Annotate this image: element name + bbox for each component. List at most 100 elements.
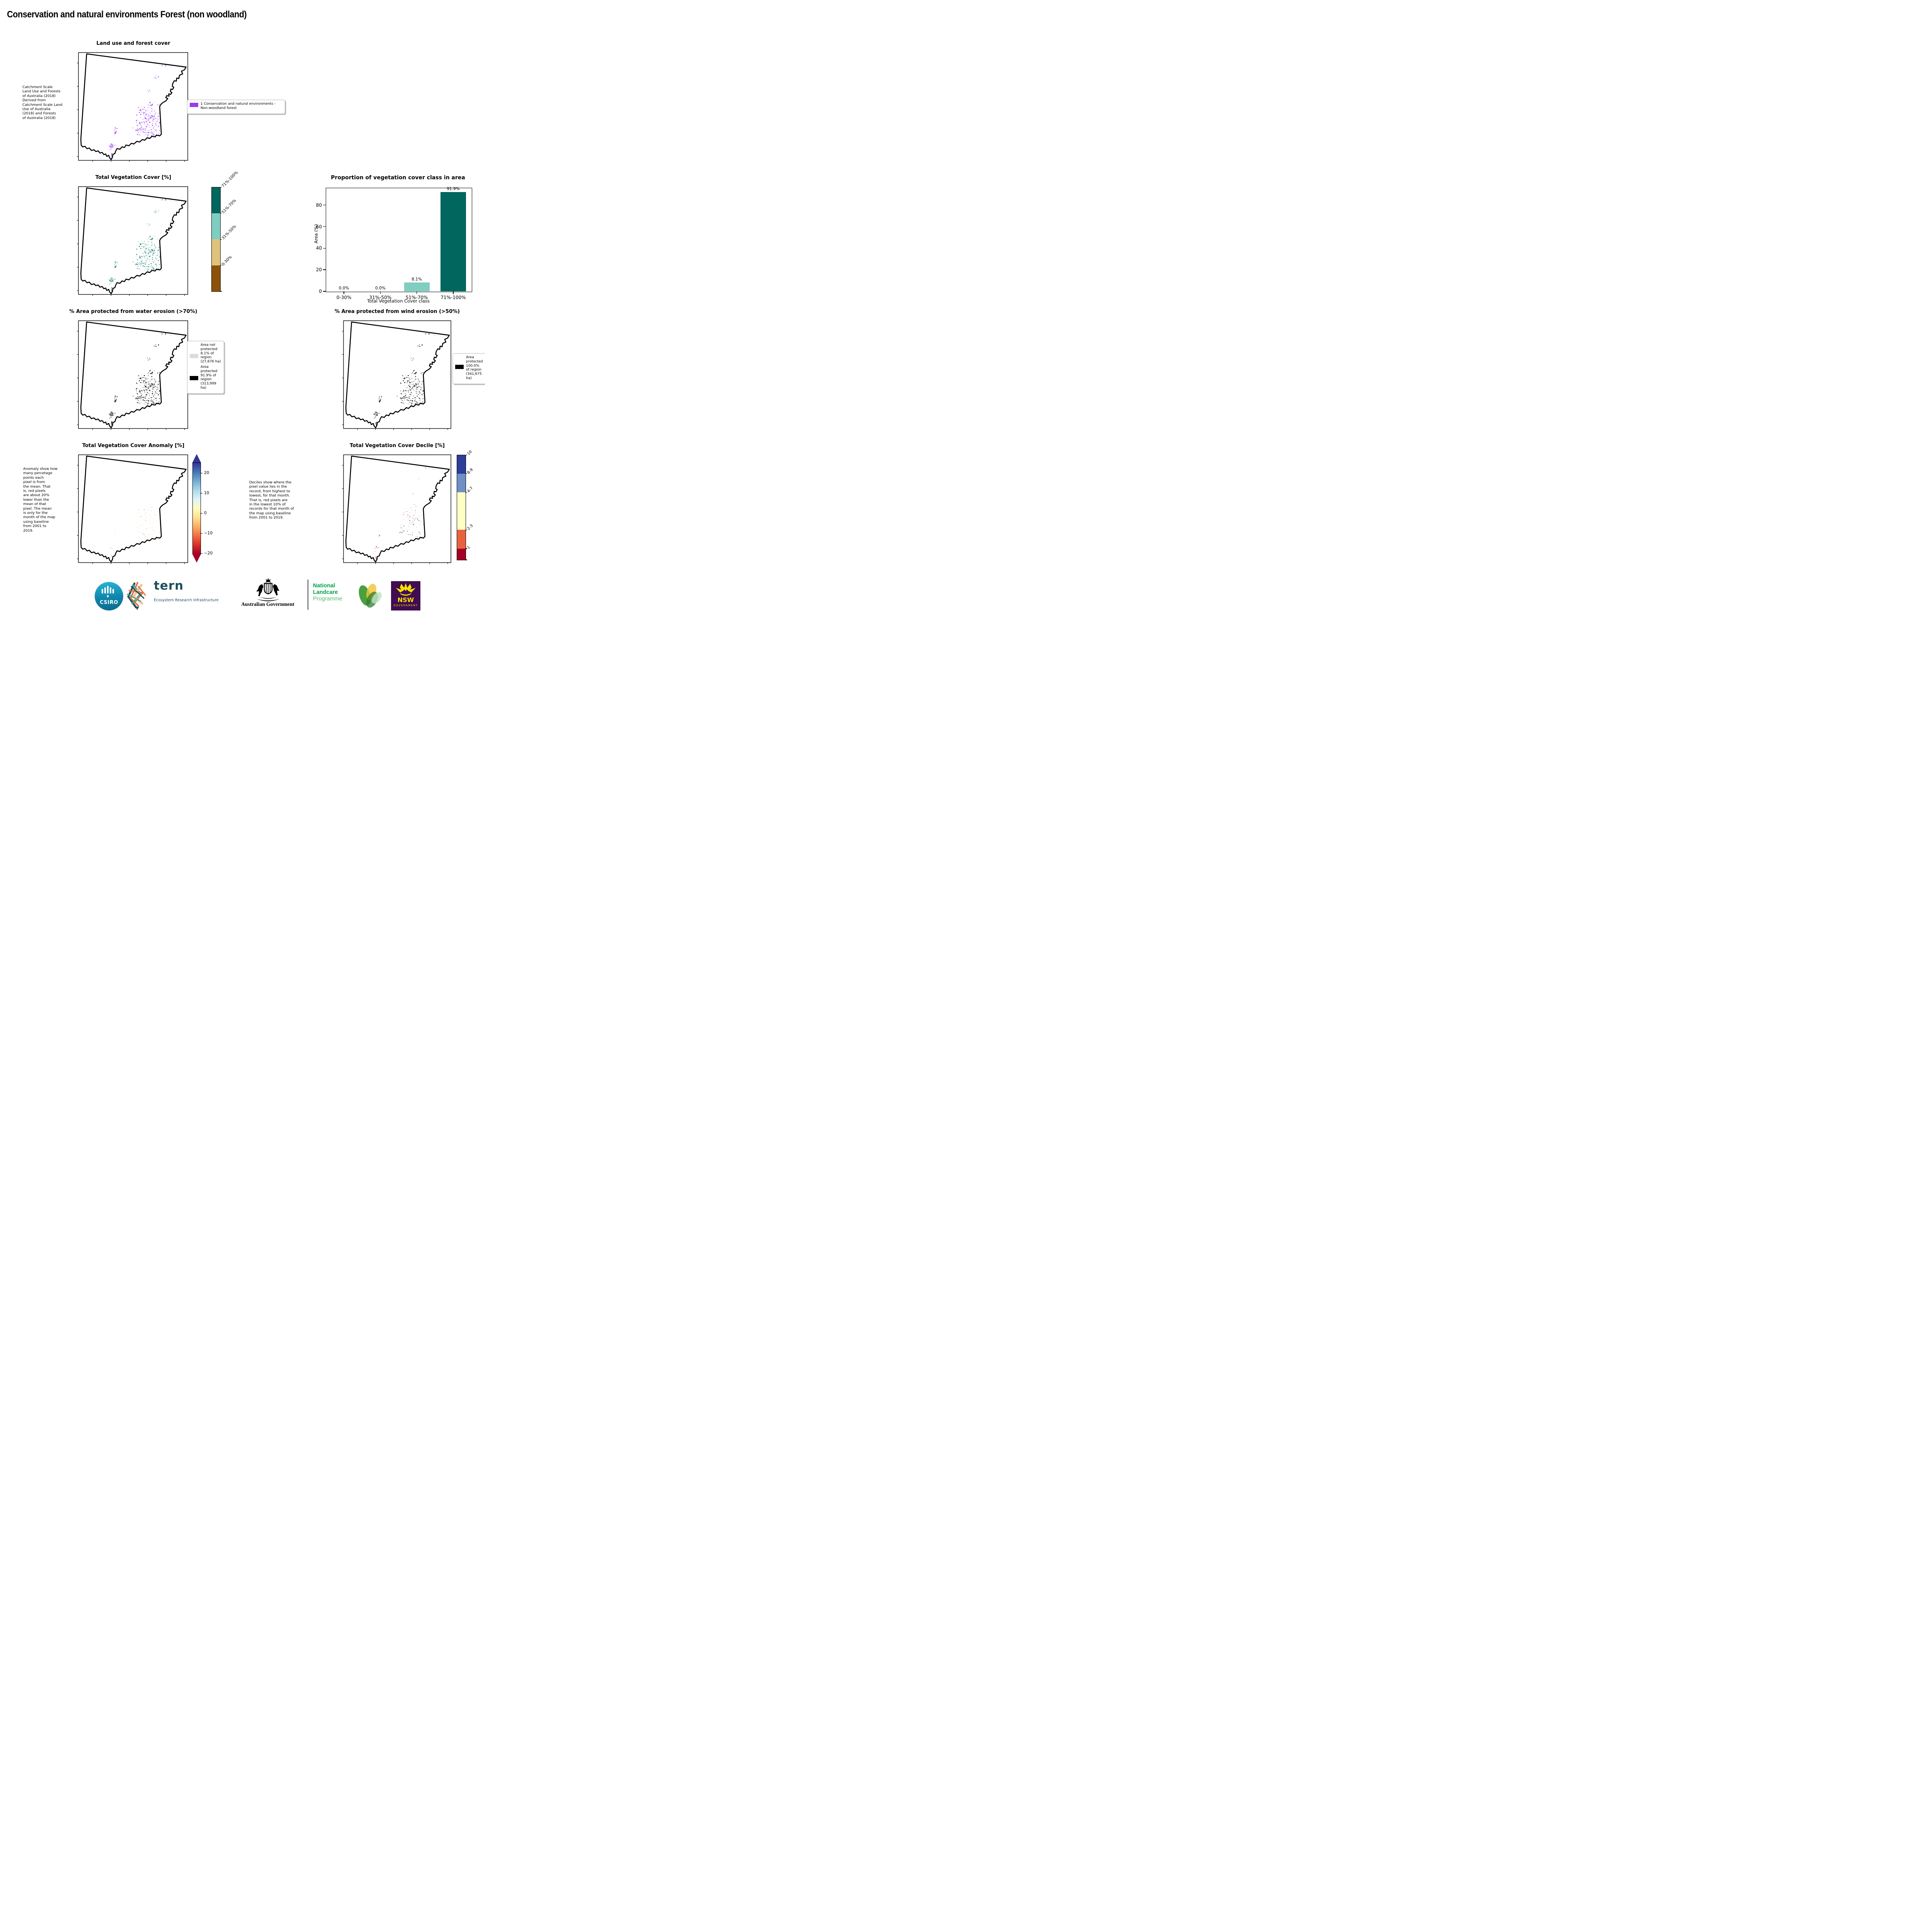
bar-51%-70% (404, 282, 430, 291)
bar-chart-xlabel: Total Vegetation Cover class (367, 298, 430, 304)
decile-colorbar-label: 1 (466, 545, 471, 550)
landcare-label-line1: National (313, 583, 335, 589)
water-legend-label-protected: Area protected 91.9% of region (313,999 … (201, 365, 218, 390)
wind-erosion-map (342, 320, 451, 430)
decile-colorbar-segment (457, 530, 466, 549)
veg-colorbar-label: 51%-70% (221, 198, 237, 214)
report-page: Conservation and natural environments Fo… (0, 0, 485, 611)
wind-erosion-legend: Area protected 100.0% of region (341,675… (452, 353, 485, 384)
map-decile-svg (342, 454, 451, 564)
anomaly-colorbar-down-arrow (192, 554, 201, 563)
anomaly-tick-label: 10 (204, 490, 209, 495)
vegetation-cover-map (77, 186, 188, 296)
map-water-svg (77, 320, 188, 430)
anomaly-tick-label: −20 (204, 551, 213, 556)
tern-subtitle: Ecosystem Research Infrastructure (154, 598, 219, 602)
anomaly-tick (200, 553, 202, 554)
veg-colorbar-label: 0-30% (221, 255, 233, 267)
decile-colorbar-label: 4-7 (466, 486, 474, 494)
x-tick (380, 291, 381, 294)
map-veg-svg (77, 186, 188, 296)
nsw-label: NSW (397, 596, 414, 604)
nsw-government-logo: NSW GOVERNMENT (391, 581, 420, 611)
bar-chart-plot-area (326, 188, 472, 292)
water-legend-swatch-not-protected (190, 354, 198, 358)
land-use-map (77, 52, 188, 162)
x-category-label: 31%-50% (369, 295, 392, 300)
veg-colorbar-segment (211, 239, 221, 265)
y-tick-label: 40 (316, 245, 322, 251)
anomaly-tick-label: 0 (204, 510, 207, 515)
bar-value-label: 91.9% (447, 187, 460, 192)
landcare-label-line2: Landcare (313, 589, 338, 596)
landcare-label-line3: Programme (313, 596, 342, 602)
anomaly-tick (200, 533, 202, 534)
decile-colorbar-label: 10 (466, 449, 473, 456)
x-category-label: 71%-100% (440, 295, 466, 300)
water-erosion-legend: Area not protected 8.1% of region (27,67… (187, 341, 224, 394)
anomaly-side-note: Anomaly show how many percetage points e… (23, 467, 58, 533)
wind-legend-swatch-protected (455, 365, 464, 369)
decile-colorbar-segment (457, 548, 466, 560)
bar-chart-title: Proportion of vegetation cover class in … (331, 175, 465, 181)
decile-colorbar-label: 8-9 (466, 467, 474, 475)
anomaly-tick (200, 513, 202, 514)
anomaly-map-title: Total Vegetation Cover Anomaly [%] (82, 443, 185, 449)
veg-colorbar-segment (211, 213, 221, 239)
csiro-soundwave-icon (102, 586, 114, 597)
y-tick-label: 60 (316, 224, 322, 230)
landuse-legend-label: 1 Conservation and natural environments … (201, 102, 276, 110)
y-tick (323, 269, 326, 270)
nsw-waratah-icon (396, 583, 416, 596)
map-anomaly-svg (77, 454, 188, 564)
veg-colorbar-segment (211, 265, 221, 291)
anomaly-tick-label: 20 (204, 470, 209, 475)
bar-71%-100% (440, 192, 466, 291)
water-legend-swatch-protected (190, 376, 198, 380)
map-wind-svg (342, 320, 451, 430)
y-tick-label: 20 (316, 267, 322, 273)
tern-label: tern (154, 579, 184, 593)
decile-side-note: Deciles show where the pixel value lies … (249, 480, 294, 520)
anomaly-colorbar-bar (192, 463, 201, 554)
water-legend-label-not-protected: Area not protected 8.1% of region (27,67… (201, 343, 221, 364)
water-erosion-map-title: % Area protected from water erosion (>70… (69, 309, 197, 315)
veg-cover-map-title: Total Vegetation Cover [%] (95, 175, 172, 180)
x-category-label: 51%-70% (405, 295, 428, 300)
veg-colorbar-label: 71%-100% (221, 170, 239, 189)
landcare-leaf-icon (359, 583, 382, 608)
veg-colorbar-tick (220, 239, 222, 240)
decile-map-title: Total Vegetation Cover Decile [%] (350, 443, 445, 449)
anomaly-tick-label: −10 (204, 531, 213, 536)
y-tick-label: 80 (316, 202, 322, 208)
veg-colorbar-edge (211, 291, 220, 292)
decile-colorbar-label: 2-3 (466, 524, 474, 531)
nsw-sub-label: GOVERNMENT (393, 604, 418, 607)
map-landuse-svg (77, 52, 188, 162)
decile-tick (465, 473, 467, 474)
decile-colorbar-segment (457, 473, 466, 493)
landuse-legend-swatch (190, 103, 198, 107)
australian-government-crest (256, 578, 280, 601)
anomaly-colorbar-up-arrow (192, 454, 201, 463)
decile-tick (465, 548, 467, 549)
water-erosion-map (77, 320, 188, 430)
bar-value-label: 8.1% (412, 277, 422, 282)
csiro-logo: CSIRO (95, 582, 123, 611)
bar-value-label: 0.0% (375, 286, 386, 291)
australian-government-label: Australian Government (241, 601, 294, 607)
wind-legend-label-protected: Area protected 100.0% of region (341,675… (466, 355, 483, 380)
tern-australia-icon (127, 582, 146, 610)
landuse-side-note: Catchment Scale Land Use and Forests of … (22, 85, 63, 120)
page-title: Conservation and natural environments Fo… (7, 9, 247, 20)
decile-tick (465, 492, 467, 493)
anomaly-map (77, 454, 188, 564)
x-category-label: 0-30% (336, 295, 352, 300)
bar-value-label: 0.0% (338, 286, 349, 291)
csiro-label: CSIRO (100, 600, 118, 605)
landuse-legend: 1 Conservation and natural environments … (187, 100, 285, 114)
decile-colorbar-segment (457, 492, 466, 530)
y-tick-label: 0 (319, 289, 322, 294)
y-tick (323, 226, 326, 227)
veg-colorbar-label: 31%-50% (221, 224, 237, 241)
